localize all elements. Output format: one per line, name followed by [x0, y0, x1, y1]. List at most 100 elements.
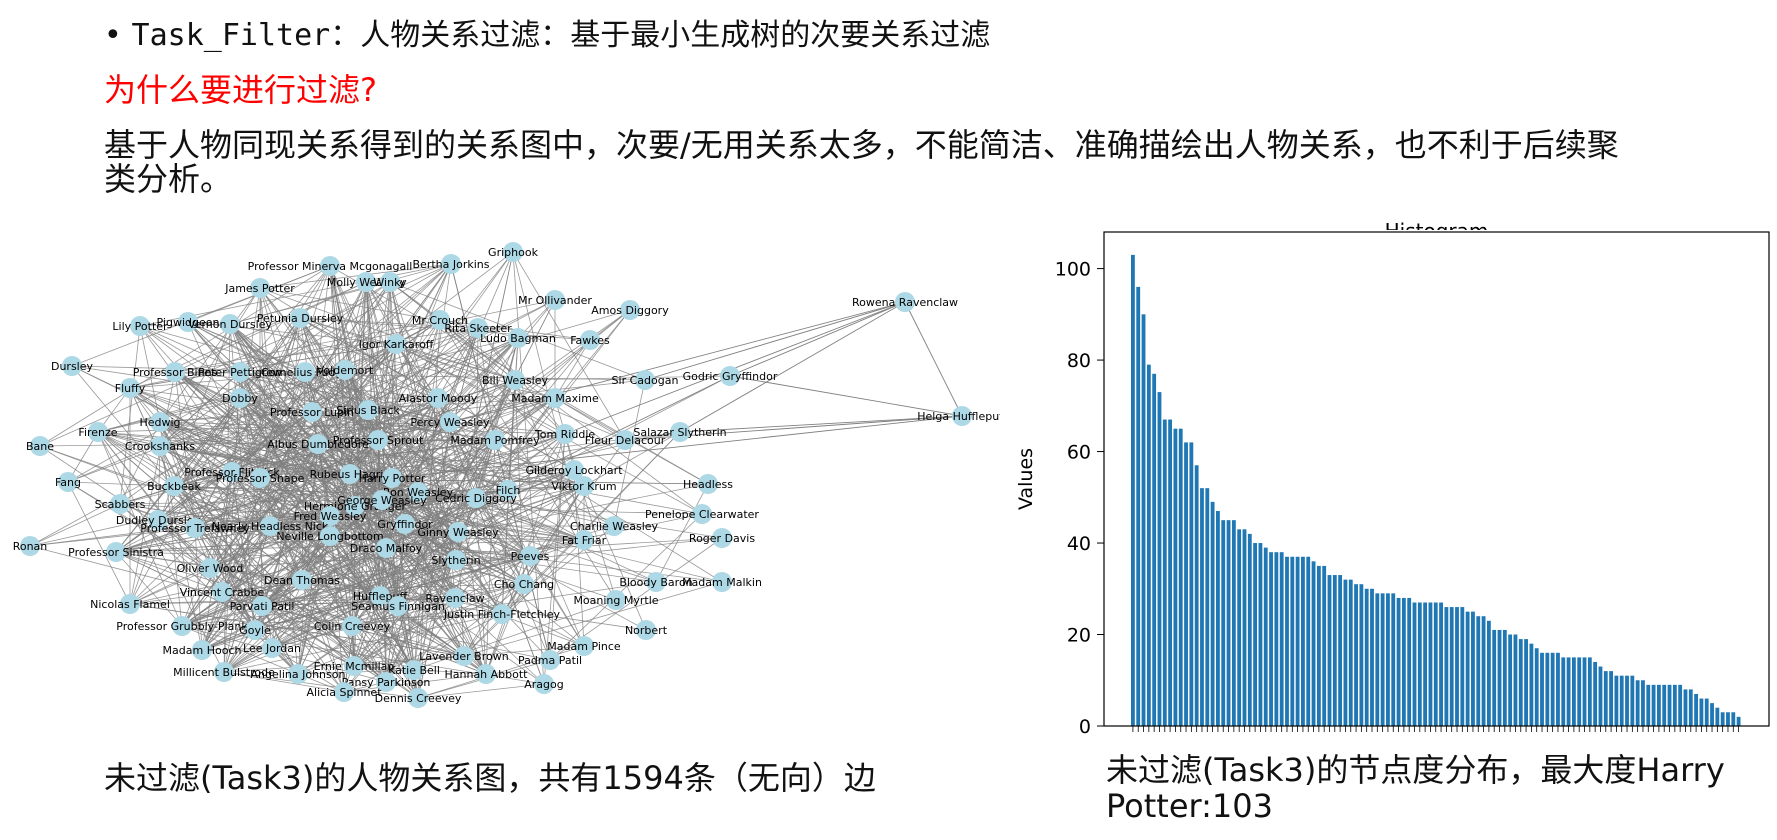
graph-edge	[301, 579, 353, 627]
graph-edge	[259, 287, 271, 527]
graph-node-label: Goyle	[239, 624, 271, 637]
histogram-bar	[1348, 579, 1353, 726]
graph-node-label: Professor Lupin	[270, 406, 354, 419]
graph-node-circle	[88, 422, 108, 442]
graph-edge	[223, 469, 575, 673]
graph-edge	[304, 371, 351, 475]
histogram-bar	[1513, 634, 1518, 726]
graph-node-label: Pansy Parkinson	[342, 676, 431, 689]
graph-node: Oliver Wood	[177, 558, 243, 578]
histogram-bar	[1641, 680, 1645, 726]
graph-edge	[475, 497, 487, 675]
graph-node: Professor Sinistra	[68, 542, 164, 562]
graph-node-label: Ginny Weasley	[417, 526, 499, 539]
graph-edge	[437, 327, 479, 399]
histogram-bar	[1285, 556, 1289, 726]
graph-edge	[501, 485, 585, 615]
histogram-bar	[1338, 575, 1343, 726]
graph-node-circle	[440, 412, 460, 432]
graph-node-label: Godric Gryffindor	[683, 370, 778, 383]
graph-node: Sir Cadogan	[612, 370, 679, 390]
histogram-bar	[1210, 501, 1215, 726]
graph-edge	[297, 443, 319, 675]
graph-edge	[159, 421, 256, 631]
graph-edge	[494, 439, 585, 647]
graph-edge	[71, 365, 306, 373]
graph-node: Millicent Bulstrode	[173, 662, 275, 682]
graph-edge	[119, 421, 161, 505]
graph-node: Albus Dumbledore	[267, 434, 369, 454]
graph-edge	[181, 491, 419, 627]
histogram-bar	[1502, 629, 1507, 726]
graph-node: Penelope Clearwater	[645, 504, 759, 524]
graph-node: Nearly Headless Nick	[212, 516, 329, 536]
graph-edge	[389, 281, 406, 525]
graph-node-label: Sir Cadogan	[612, 374, 679, 387]
graph-node-label: Percy Weasley	[410, 416, 490, 429]
graph-edge	[159, 421, 299, 675]
graph-node-label: Ronan	[13, 540, 48, 553]
graph-node: Hannah Abbott	[444, 664, 528, 684]
graph-node-label: Dursley	[51, 360, 94, 373]
graph-node: Lily Potter	[112, 316, 168, 336]
histogram-bar	[1545, 652, 1550, 726]
graph-edge	[413, 583, 525, 671]
histogram-bar	[1540, 652, 1544, 726]
graph-node-label: George Weasley	[337, 494, 427, 507]
graph-node-circle	[110, 494, 130, 514]
graph-node-label: Ravenclaw	[425, 592, 484, 605]
histogram-bar	[1253, 543, 1258, 726]
graph-edge	[385, 439, 496, 683]
histogram-bar	[1481, 616, 1486, 726]
graph-edge	[729, 301, 906, 377]
graph-node-label: Peter Pettigrew	[198, 366, 282, 379]
graph-node-circle	[120, 378, 140, 398]
graph-edge	[201, 375, 731, 651]
graph-edge	[329, 491, 419, 537]
graph-node-circle	[646, 572, 666, 592]
histogram-bar	[1274, 552, 1279, 726]
graph-edge	[417, 263, 452, 493]
graph-edge	[159, 287, 261, 423]
graph-node: Charlie Weasley	[570, 516, 659, 536]
histogram-bar	[1386, 593, 1390, 726]
graph-edge	[159, 421, 657, 583]
graph-node-circle	[185, 518, 205, 538]
graph-edge	[174, 371, 406, 525]
graph-node-label: Peeves	[511, 550, 550, 563]
graph-node-label: Harry Potter	[359, 472, 426, 485]
graph-node-circle	[308, 434, 328, 454]
histogram-bar	[1359, 584, 1364, 726]
histogram-bar	[1656, 684, 1661, 726]
graph-edge	[377, 439, 387, 683]
histogram-bar	[1237, 529, 1242, 726]
graph-edge	[367, 397, 439, 411]
graph-edge	[317, 443, 387, 549]
graph-node: Bane	[26, 436, 54, 456]
histogram-bar	[1343, 579, 1348, 726]
graph-edge	[221, 281, 391, 593]
histogram-bar	[1651, 684, 1656, 726]
graph-node-label: Angelina Johnson	[251, 668, 346, 681]
graph-node-circle	[212, 582, 232, 602]
histogram-bar	[1566, 657, 1571, 726]
histogram-bar	[1529, 643, 1534, 726]
graph-node: Viktor Krum	[551, 476, 617, 496]
graph-edge	[221, 263, 452, 593]
graph-node-label: Fawkes	[570, 334, 610, 347]
graph-edge	[413, 433, 566, 671]
graph-node: Peeves	[511, 546, 550, 566]
histogram-bars	[1131, 254, 1741, 726]
histogram-bar	[1162, 419, 1167, 726]
graph-node-circle	[446, 550, 466, 570]
graph-edge	[39, 265, 331, 447]
graph-edge	[71, 365, 345, 693]
graph-node-circle	[498, 480, 518, 500]
graph-node-circle	[356, 272, 376, 292]
graph-node-circle	[615, 430, 635, 450]
graph-node: Slytherin	[431, 550, 481, 570]
graph-node-label: Madam Malkin	[682, 576, 762, 589]
histogram-bar	[1688, 689, 1693, 726]
graph-node: Madam Malkin	[682, 572, 762, 592]
histogram-bar	[1290, 556, 1295, 726]
